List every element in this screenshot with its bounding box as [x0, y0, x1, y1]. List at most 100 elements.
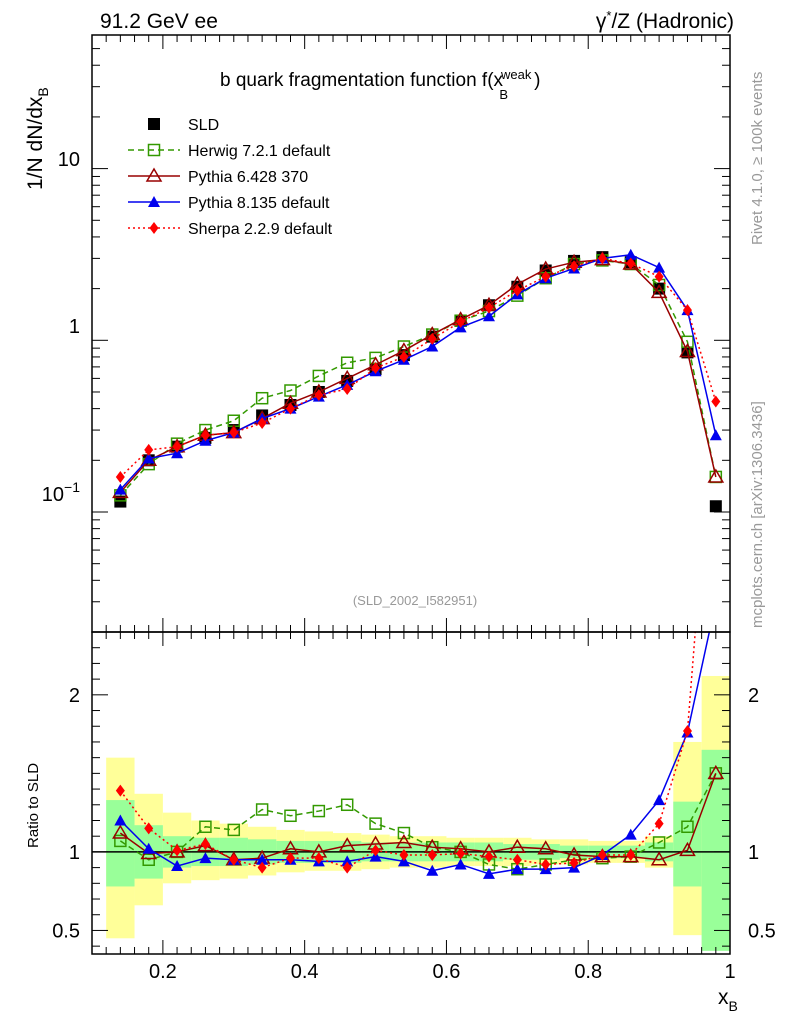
legend-marker-herwig	[147, 143, 161, 157]
main-point-sherpa	[626, 257, 636, 270]
main-point-pythia6	[707, 468, 725, 483]
x-tick-label: 1	[724, 961, 735, 983]
legend-label-pythia6: Pythia 6.428 370	[188, 169, 308, 186]
ratio-point-sherpa	[200, 838, 210, 851]
chart-title-close: )	[534, 70, 540, 91]
ratio-point-pythia8	[710, 596, 722, 607]
ratio-point-pythia8	[256, 853, 269, 865]
main-ytick-label-0p1-base: 10	[42, 484, 64, 506]
x-axis-label-sub: B	[729, 998, 738, 1014]
rivet-version-label: Rivet 4.1.0, ≥ 100k events	[749, 72, 766, 245]
ratio-point-sherpa	[569, 856, 579, 869]
ratio-y-tick-label-right: 2	[748, 685, 759, 707]
main-point-sherpa	[711, 395, 721, 408]
main-point-pythia6	[650, 283, 668, 299]
ratio-point-sherpa	[654, 817, 664, 830]
main-ytick-label-1: 1	[69, 316, 80, 338]
main-ytick-label-0p1: 10−1	[42, 479, 80, 506]
legend-marker-pythia6	[145, 167, 163, 182]
legend-label-sld: SLD	[188, 117, 219, 134]
main-point-pythia8	[142, 452, 155, 464]
x-tick-label: 0.4	[291, 961, 319, 983]
main-point-sherpa	[456, 315, 466, 328]
ratio-point-herwig	[340, 798, 354, 812]
ratio-series-line-pythia8	[119, 632, 711, 875]
tick-labels-group: 0.2 0.4 0.6 0.8 1 0.5 0.5 1 1 2 2	[52, 685, 776, 983]
main-point-sld	[709, 500, 722, 513]
ratio-point-herwig	[397, 826, 411, 840]
main-point-sherpa	[257, 416, 267, 429]
legend-label-herwig: Herwig 7.2.1 default	[188, 143, 331, 160]
ratio-point-sherpa	[342, 861, 352, 874]
x-tick-label: 0.6	[433, 961, 461, 983]
ratio-plot-frame	[91, 631, 731, 955]
ratio-point-herwig	[142, 853, 155, 867]
chart-title-text: b quark fragmentation function f(x	[220, 70, 504, 91]
legend-marker-sld	[148, 118, 160, 130]
ratio-point-sherpa	[427, 849, 437, 862]
ratio-point-pythia8	[199, 852, 212, 864]
main-point-pythia8	[482, 310, 495, 322]
main-point-herwig	[255, 391, 269, 405]
ratio-y-tick-label: 1	[69, 842, 80, 864]
ratio-point-sherpa	[371, 844, 381, 857]
legend-label-pythia8: Pythia 8.135 default	[188, 195, 330, 212]
ratio-point-sherpa	[512, 853, 522, 866]
ratio-point-herwig	[255, 803, 269, 816]
main-point-sherpa	[399, 350, 409, 363]
ratio-point-pythia6	[395, 833, 413, 849]
ratio-band-inner	[106, 800, 135, 887]
ratio-point-sherpa	[115, 784, 125, 797]
ratio-point-pythia8	[653, 794, 666, 806]
ratio-point-sherpa	[711, 364, 720, 376]
ratio-point-sherpa	[314, 852, 324, 865]
main-point-sherpa	[229, 426, 239, 439]
ratio-point-pythia6	[707, 764, 725, 780]
main-point-sherpa	[484, 301, 494, 314]
process-label-star: *	[606, 8, 611, 23]
ratio-series-line-pythia6	[119, 773, 717, 861]
ratio-point-sherpa	[285, 852, 295, 865]
main-point-pythia8	[709, 429, 722, 441]
main-series-group	[112, 248, 725, 513]
ratio-point-sherpa	[541, 858, 551, 871]
main-point-sherpa	[371, 361, 381, 374]
main-point-sherpa	[541, 270, 551, 283]
ratio-point-pythia6	[679, 841, 696, 857]
main-point-sherpa	[342, 383, 352, 396]
main-series-line-herwig	[119, 259, 717, 496]
analysis-watermark: (SLD_2002_I582951)	[353, 593, 477, 608]
ratio-point-pythia8	[341, 855, 354, 867]
main-point-sherpa	[597, 252, 607, 265]
ratio-point-pythia8	[426, 864, 439, 876]
main-y-axis-label-sub: B	[35, 87, 51, 96]
process-label-rest: /Z (Hadronic)	[611, 10, 734, 33]
main-series-line-pythia6	[119, 258, 717, 493]
main-point-sherpa	[285, 402, 295, 415]
axes-group	[91, 34, 731, 955]
ratio-point-sherpa	[682, 724, 692, 737]
ratio-point-pythia8	[171, 860, 184, 872]
ratio-point-sherpa	[144, 822, 154, 835]
main-point-pythia8	[653, 261, 666, 273]
ratio-y-axis-label: Ratio to SLD	[25, 763, 42, 848]
main-point-sherpa	[314, 389, 324, 402]
ratio-point-pythia8	[454, 858, 467, 870]
ratio-point-sherpa	[456, 847, 466, 860]
main-point-sherpa	[200, 429, 210, 442]
mcplots-label: mcplots.cern.ch [arXiv:1306.3436]	[749, 401, 766, 628]
process-label: γ*/Z (Hadronic)	[596, 8, 734, 33]
ratio-point-pythia8	[511, 863, 524, 875]
ratio-point-pythia8	[624, 828, 637, 840]
main-series-line-pythia8	[119, 253, 717, 491]
x-axis-label-text: x	[718, 986, 729, 1009]
ratio-point-herwig	[284, 809, 297, 823]
ratio-series-line-herwig	[119, 773, 717, 870]
legend: SLD Herwig 7.2.1 default Pythia 6.428 370 P…	[128, 117, 333, 238]
ratio-series-group	[112, 364, 725, 879]
energy-label: 91.2 GeV ee	[100, 10, 218, 33]
main-point-herwig	[340, 356, 354, 369]
legend-marker-pythia8	[148, 196, 160, 207]
ratio-point-herwig	[199, 820, 212, 834]
